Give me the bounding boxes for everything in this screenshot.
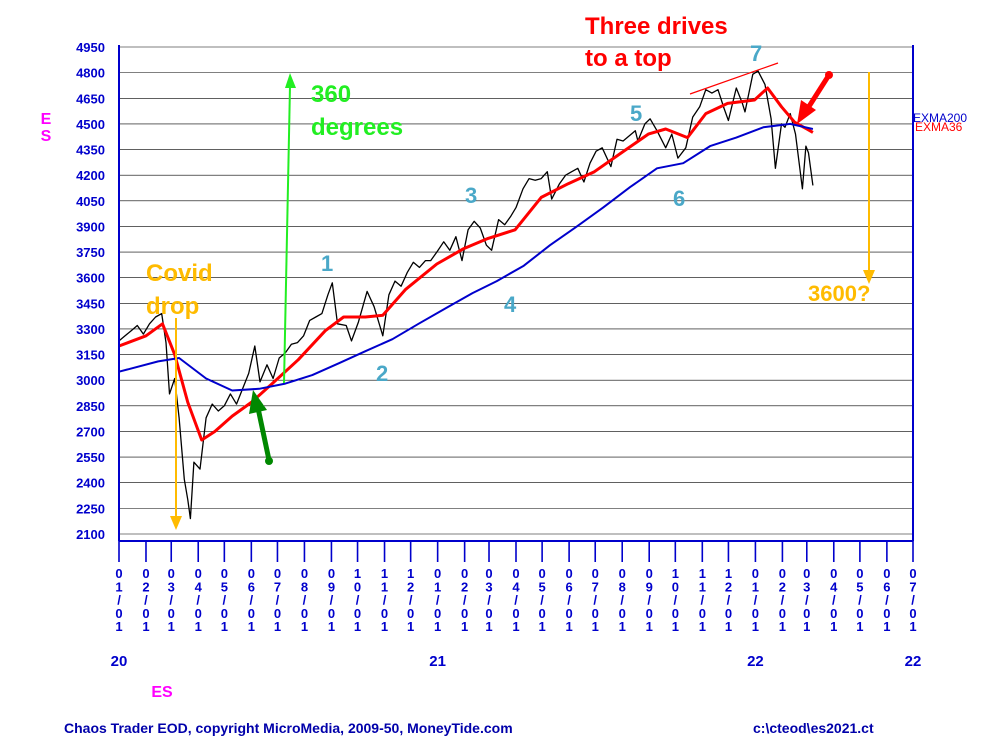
x-tick-label: 0 5/0 1	[856, 566, 863, 634]
x-tick-label: 0 1/0 1	[752, 566, 759, 634]
legend-exma200: EXMA200	[913, 111, 967, 125]
x-axis-symbol-label: ES	[151, 684, 173, 701]
y-tick-label: 2700	[76, 424, 105, 439]
red-arrow	[805, 73, 832, 110]
x-tick-label: 0 7/0 1	[592, 566, 599, 634]
series-line-price	[118, 70, 814, 520]
x-tick-label: 0 4/0 1	[195, 566, 203, 634]
legend-exma36: EXMA36	[915, 120, 963, 134]
x-axis: 0 1/0 1 0 2/0 1 0 3/0 1 0 4/0 1 0 5/0 1 0 6/0 1 0 7/0 1 0 8/0 1…	[111, 541, 922, 670]
x-year-label: 22	[905, 653, 922, 670]
x-tick-label: 1 1/0 1	[699, 566, 706, 634]
y-tick-label: 2550	[76, 450, 105, 465]
x-tick-label: 1 0/0 1	[672, 566, 679, 634]
x-tick-label: 0 2/0 1	[779, 566, 786, 634]
x-tick-label: 0 8/0 1	[619, 566, 626, 634]
y-tick-label: 4800	[76, 66, 105, 81]
x-year-label: 21	[429, 653, 446, 670]
x-tick-label: 0 3/0 1	[803, 566, 810, 634]
x-tick-label: 1 2/0 1	[725, 566, 732, 634]
footer-file-path: c:\cteod\es2021.ct	[753, 720, 874, 736]
y-axis-symbol-label: ES	[38, 111, 55, 145]
series-line-exma36	[118, 86, 814, 442]
y-tick-label: 4350	[76, 143, 105, 158]
x-tick-label: 0 3/0 1	[485, 566, 492, 634]
series-line-exma200	[118, 122, 814, 392]
wave-label-2: 2	[376, 361, 388, 386]
y-tick-label: 4650	[76, 91, 105, 106]
annotation-to-a-top: to a top	[585, 45, 672, 72]
x-tick-label: 0 4/0 1	[512, 566, 520, 634]
three-drives-trendline	[689, 62, 779, 95]
x-tick-label: 0 5/0 1	[539, 566, 546, 634]
footer-copyright: Chaos Trader EOD, copyright MicroMedia, …	[64, 720, 513, 736]
y-axis: 2100 2250 2400 2550 2700 2850 3000 3150 3300 3450…	[76, 40, 105, 542]
x-year-label: 20	[111, 653, 128, 670]
y-tick-label: 2100	[76, 527, 105, 542]
green-360-arrow	[283, 85, 291, 384]
y-tick-label: 3150	[76, 348, 105, 363]
x-tick-label: 0 3/0 1	[168, 566, 175, 634]
y-tick-label: 2850	[76, 399, 105, 414]
y-tick-label: 2400	[76, 476, 105, 491]
x-tick-label: 0 9/0 1	[328, 566, 335, 634]
x-tick-label: 0 6/0 1	[565, 566, 572, 634]
x-tick-label: 0 2/0 1	[461, 566, 468, 634]
annotation-degrees: degrees	[311, 114, 403, 141]
y-tick-label: 3750	[76, 245, 105, 260]
y-tick-label: 2250	[76, 501, 105, 516]
target-3600-arrowhead	[863, 270, 875, 284]
x-tick-label: 0 2/0 1	[142, 566, 149, 634]
x-tick-label: 0 6/0 1	[883, 566, 890, 634]
y-tick-label: 4950	[76, 40, 105, 55]
annotation-graphics	[170, 62, 875, 530]
x-tick-label: 0 9/0 1	[646, 566, 653, 634]
annotation-covid: Covid	[146, 260, 213, 287]
y-tick-label: 4500	[76, 117, 105, 132]
wave-label-4: 4	[504, 292, 517, 317]
x-tick-label: 0 7/0 1	[274, 566, 281, 634]
y-tick-label: 3600	[76, 271, 105, 286]
red-arrowhead	[797, 100, 816, 124]
x-tick-label: 0 6/0 1	[248, 566, 255, 634]
annotation-360: 360	[311, 81, 351, 108]
y-tick-label: 3000	[76, 373, 105, 388]
red-arrow-dot	[825, 71, 833, 79]
x-year-label: 22	[747, 653, 764, 670]
series-layer	[118, 70, 814, 520]
x-tick-label: 0 4/0 1	[830, 566, 838, 634]
x-tick-label: 0 8/0 1	[301, 566, 308, 634]
covid-drop-arrowhead	[170, 516, 182, 530]
wave-label-5: 5	[630, 101, 642, 126]
x-tick-label: 0 5/0 1	[221, 566, 228, 634]
wave-label-6: 6	[673, 186, 685, 211]
x-tick-label: 0 7/0 1	[909, 566, 916, 634]
annotation-3600: 3600?	[808, 281, 870, 306]
x-tick-label: 0 1/0 1	[115, 566, 122, 634]
dark-green-arrow	[255, 407, 272, 461]
green-360-arrowhead	[285, 73, 296, 88]
wave-label-1: 1	[321, 251, 333, 276]
y-tick-label: 4200	[76, 168, 105, 183]
y-tick-label: 3900	[76, 219, 105, 234]
wave-label-7: 7	[750, 41, 762, 66]
dark-green-arrow-dot	[265, 457, 273, 465]
y-tick-label: 4050	[76, 194, 105, 209]
annotation-three-drives: Three drives	[585, 13, 728, 40]
x-tick-label: 1 2/0 1	[407, 566, 414, 634]
x-tick-label: 1 1/0 1	[381, 566, 388, 634]
x-tick-label: 0 1/0 1	[434, 566, 441, 634]
annotation-drop: drop	[146, 293, 199, 320]
dark-green-arrowhead	[249, 390, 267, 414]
x-tick-label: 1 0/0 1	[354, 566, 361, 634]
wave-label-3: 3	[465, 183, 477, 208]
y-tick-label: 3450	[76, 296, 105, 311]
y-tick-label: 3300	[76, 322, 105, 337]
